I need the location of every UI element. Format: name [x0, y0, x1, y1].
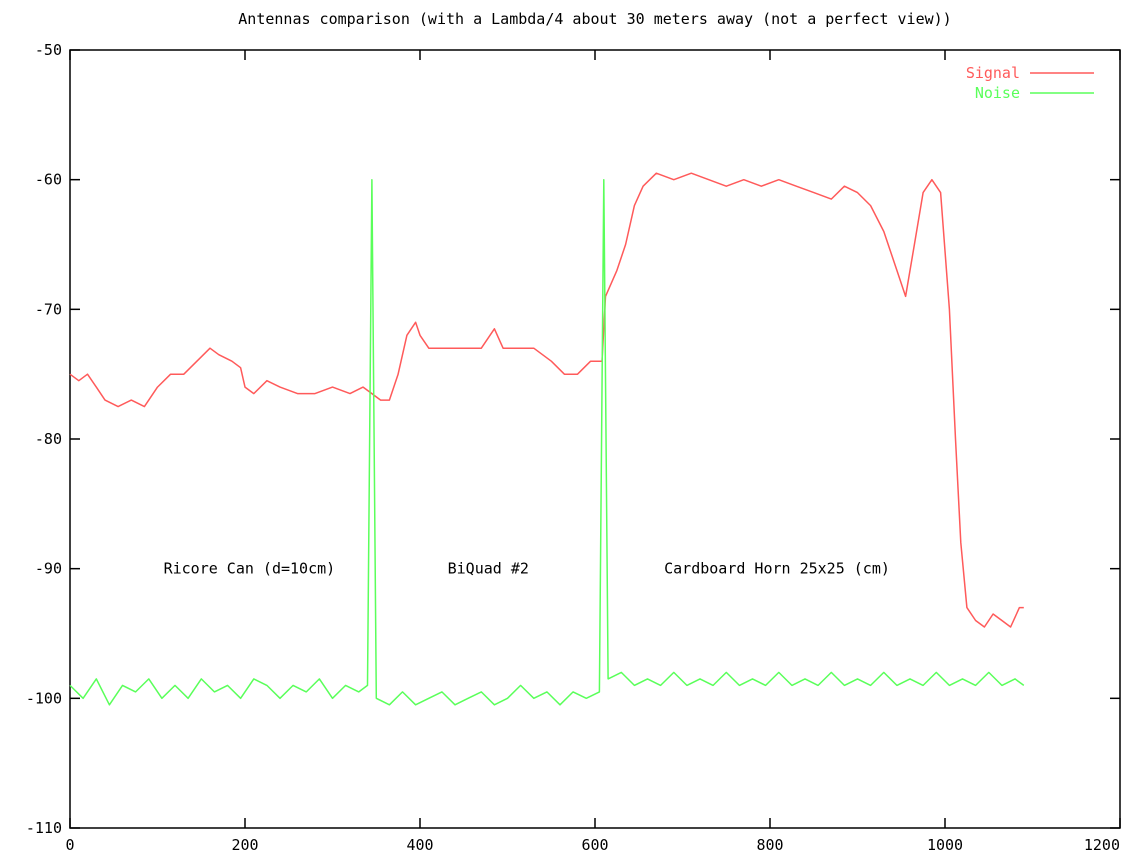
y-tick-label: -100 — [26, 689, 62, 707]
y-tick-label: -60 — [35, 171, 62, 189]
x-tick-label: 1200 — [1084, 836, 1120, 854]
y-tick-label: -110 — [26, 819, 62, 837]
y-tick-label: -80 — [35, 430, 62, 448]
y-tick-label: -70 — [35, 300, 62, 318]
x-tick-label: 1000 — [927, 836, 963, 854]
x-tick-label: 600 — [581, 836, 608, 854]
annotation-label: Cardboard Horn 25x25 (cm) — [664, 560, 890, 578]
x-tick-label: 200 — [231, 836, 258, 854]
legend: Signal Noise — [966, 64, 1094, 102]
plot-frame — [69, 49, 1121, 829]
annotation-label: Ricore Can (d=10cm) — [164, 560, 336, 578]
annotation-label: BiQuad #2 — [448, 560, 529, 578]
series-layer — [69, 172, 1025, 706]
y-tick-label: -90 — [35, 560, 62, 578]
x-tick-label: 800 — [756, 836, 783, 854]
x-tick-label: 0 — [65, 836, 74, 854]
legend-label-signal: Signal — [966, 64, 1020, 82]
chart-title: Antennas comparison (with a Lambda/4 abo… — [238, 10, 951, 28]
legend-label-noise: Noise — [975, 84, 1020, 102]
series-line-noise — [69, 178, 1025, 706]
x-tick-label: 400 — [406, 836, 433, 854]
y-tick-label: -50 — [35, 41, 62, 59]
series-line-signal — [69, 172, 1024, 628]
annotations: Ricore Can (d=10cm) BiQuad #2 Cardboard Ho… — [164, 560, 890, 578]
